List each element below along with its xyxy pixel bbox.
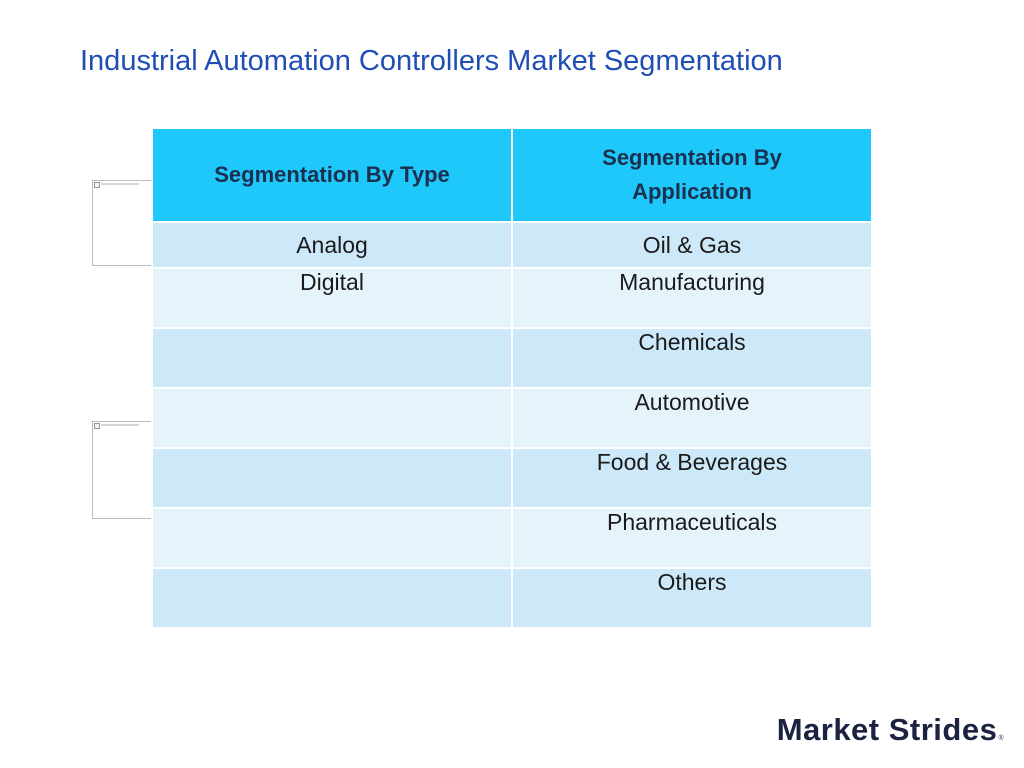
application-cell: Oil & Gas (511, 221, 873, 269)
brand-name: Market Strides (776, 712, 998, 747)
broken-image-placeholder (92, 180, 153, 266)
table-row: Pharmaceuticals (151, 507, 873, 569)
header-application: Segmentation By Application (511, 127, 873, 223)
type-cell (151, 447, 513, 509)
header-type: Segmentation By Type (151, 127, 513, 223)
application-cell: Food & Beverages (511, 447, 873, 509)
type-cell (151, 567, 513, 629)
image-caption-line (101, 183, 139, 185)
table-row: Food & Beverages (151, 447, 873, 509)
table-header-row: Segmentation By Type Segmentation By App… (151, 127, 873, 223)
broken-image-placeholder (92, 421, 153, 519)
brand-logo: Market Strides® (777, 712, 1004, 748)
type-cell (151, 507, 513, 569)
registered-mark: ® (998, 735, 1004, 742)
type-cell (151, 387, 513, 449)
application-cell: Automotive (511, 387, 873, 449)
broken-image-icon (94, 423, 100, 429)
table-row: Others (151, 567, 873, 629)
segmentation-table: Segmentation By Type Segmentation By App… (151, 127, 873, 629)
type-cell: Analog (151, 221, 513, 269)
image-caption-line (101, 424, 139, 426)
broken-image-icon (94, 182, 100, 188)
application-cell: Chemicals (511, 327, 873, 389)
application-cell: Others (511, 567, 873, 629)
application-cell: Pharmaceuticals (511, 507, 873, 569)
table-row: Chemicals (151, 327, 873, 389)
page-title: Industrial Automation Controllers Market… (80, 45, 783, 77)
type-cell: Digital (151, 267, 513, 329)
table-row: Digital Manufacturing (151, 267, 873, 329)
table-row: Automotive (151, 387, 873, 449)
application-cell: Manufacturing (511, 267, 873, 329)
type-cell (151, 327, 513, 389)
table-row: Analog Oil & Gas (151, 221, 873, 269)
